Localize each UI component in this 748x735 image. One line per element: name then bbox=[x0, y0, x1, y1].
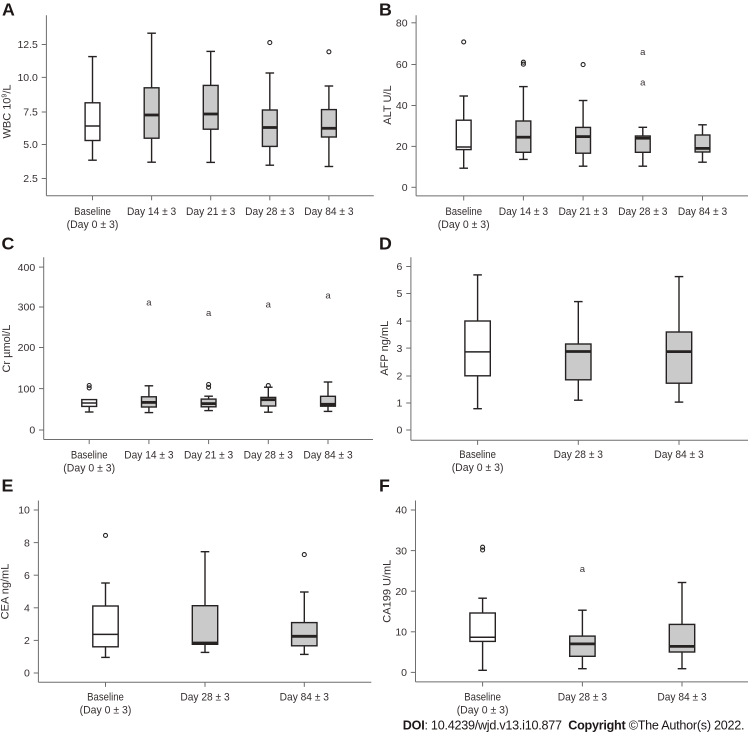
svg-text:(Day 0 ± 3): (Day 0 ± 3) bbox=[80, 705, 132, 717]
svg-text:B: B bbox=[379, 0, 392, 20]
svg-text:Day 84 ± 3: Day 84 ± 3 bbox=[303, 450, 352, 462]
svg-text:Cr µmol/L: Cr µmol/L bbox=[1, 325, 13, 373]
svg-text:Day 28 ± 3: Day 28 ± 3 bbox=[244, 450, 293, 462]
svg-text:a: a bbox=[146, 298, 152, 309]
svg-text:80: 80 bbox=[396, 18, 408, 30]
svg-text:0: 0 bbox=[397, 425, 403, 437]
svg-text:2: 2 bbox=[24, 635, 30, 647]
svg-text:40: 40 bbox=[396, 100, 408, 112]
svg-text:Day 21 ± 3: Day 21 ± 3 bbox=[184, 450, 233, 462]
svg-text:12.5: 12.5 bbox=[17, 39, 38, 51]
svg-text:4: 4 bbox=[397, 316, 403, 328]
svg-text:40: 40 bbox=[395, 505, 407, 517]
svg-text:6: 6 bbox=[24, 570, 30, 582]
svg-text:Day 14 ± 3: Day 14 ± 3 bbox=[124, 450, 173, 462]
svg-text:(Day 0 ± 3): (Day 0 ± 3) bbox=[457, 705, 509, 717]
svg-text:0: 0 bbox=[24, 668, 30, 680]
svg-text:0: 0 bbox=[402, 182, 408, 194]
svg-text:Baseline: Baseline bbox=[459, 449, 496, 461]
svg-text:10: 10 bbox=[18, 505, 30, 517]
svg-text:2.5: 2.5 bbox=[23, 173, 38, 185]
svg-text:a: a bbox=[580, 564, 586, 575]
svg-text:Day 28 ± 3: Day 28 ± 3 bbox=[245, 206, 294, 218]
svg-text:a: a bbox=[266, 300, 272, 311]
svg-text:a: a bbox=[640, 78, 646, 89]
svg-text:8: 8 bbox=[24, 537, 30, 549]
svg-text:AFP ng/mL: AFP ng/mL bbox=[379, 321, 391, 376]
svg-text:D: D bbox=[379, 234, 392, 254]
svg-text:F: F bbox=[379, 476, 390, 496]
svg-text:(Day 0 ± 3): (Day 0 ± 3) bbox=[67, 219, 119, 231]
svg-text:20: 20 bbox=[396, 141, 408, 153]
svg-text:Day 84 ± 3: Day 84 ± 3 bbox=[304, 206, 353, 218]
svg-text:Day 28 ± 3: Day 28 ± 3 bbox=[180, 692, 229, 704]
svg-text:10: 10 bbox=[395, 627, 407, 639]
svg-text:400: 400 bbox=[18, 262, 36, 274]
svg-text:Day 14 ± 3: Day 14 ± 3 bbox=[127, 206, 176, 218]
svg-text:a: a bbox=[325, 291, 331, 302]
svg-text:3: 3 bbox=[397, 343, 403, 355]
svg-text:Baseline: Baseline bbox=[74, 206, 111, 218]
svg-text:E: E bbox=[2, 476, 14, 496]
svg-text:DOI: 10.4239/wjd.v13.i10.877: DOI: 10.4239/wjd.v13.i10.877 Copyright ©… bbox=[403, 718, 745, 732]
svg-text:Day 14 ± 3: Day 14 ± 3 bbox=[499, 206, 548, 218]
svg-text:CEA ng/mL: CEA ng/mL bbox=[0, 564, 12, 620]
svg-text:a: a bbox=[206, 308, 212, 319]
svg-text:300: 300 bbox=[18, 302, 36, 314]
svg-text:CA199 U/mL: CA199 U/mL bbox=[382, 560, 394, 623]
svg-text:Day 21 ± 3: Day 21 ± 3 bbox=[558, 206, 607, 218]
svg-text:4: 4 bbox=[24, 603, 30, 615]
svg-text:a: a bbox=[640, 47, 646, 58]
svg-text:6: 6 bbox=[397, 261, 403, 273]
svg-text:Day 28 ± 3: Day 28 ± 3 bbox=[558, 692, 607, 704]
svg-text:(Day 0 ± 3): (Day 0 ± 3) bbox=[438, 219, 490, 231]
svg-text:WBC 109/L: WBC 109/L bbox=[2, 84, 14, 138]
svg-text:1: 1 bbox=[397, 398, 403, 410]
svg-text:Baseline: Baseline bbox=[464, 692, 501, 704]
svg-text:Day 84 ± 3: Day 84 ± 3 bbox=[678, 206, 727, 218]
svg-text:100: 100 bbox=[18, 383, 36, 395]
svg-text:7.5: 7.5 bbox=[23, 107, 38, 119]
svg-text:(Day 0 ± 3): (Day 0 ± 3) bbox=[63, 463, 115, 475]
svg-text:ALT U/L: ALT U/L bbox=[382, 85, 394, 124]
svg-text:Baseline: Baseline bbox=[71, 450, 108, 462]
svg-text:C: C bbox=[2, 234, 15, 254]
svg-text:10.0: 10.0 bbox=[17, 72, 38, 84]
svg-text:0: 0 bbox=[401, 667, 407, 679]
svg-text:5: 5 bbox=[397, 288, 403, 300]
svg-text:5.0: 5.0 bbox=[23, 139, 38, 151]
svg-text:Day 84 ± 3: Day 84 ± 3 bbox=[280, 692, 329, 704]
svg-text:200: 200 bbox=[18, 342, 36, 354]
svg-text:Baseline: Baseline bbox=[87, 692, 124, 704]
svg-text:20: 20 bbox=[395, 586, 407, 598]
svg-text:0: 0 bbox=[29, 425, 35, 437]
svg-text:Day 21 ± 3: Day 21 ± 3 bbox=[186, 206, 235, 218]
svg-text:2: 2 bbox=[397, 371, 403, 383]
svg-text:A: A bbox=[2, 0, 15, 20]
svg-text:30: 30 bbox=[395, 545, 407, 557]
svg-text:60: 60 bbox=[396, 59, 408, 71]
svg-text:Day 28 ± 3: Day 28 ± 3 bbox=[618, 206, 667, 218]
svg-text:Day 28 ± 3: Day 28 ± 3 bbox=[554, 449, 603, 461]
svg-text:Day 84 ± 3: Day 84 ± 3 bbox=[654, 449, 703, 461]
svg-text:Baseline: Baseline bbox=[445, 206, 482, 218]
svg-text:Day 84 ± 3: Day 84 ± 3 bbox=[657, 692, 706, 704]
svg-text:(Day 0 ± 3): (Day 0 ± 3) bbox=[452, 462, 504, 474]
